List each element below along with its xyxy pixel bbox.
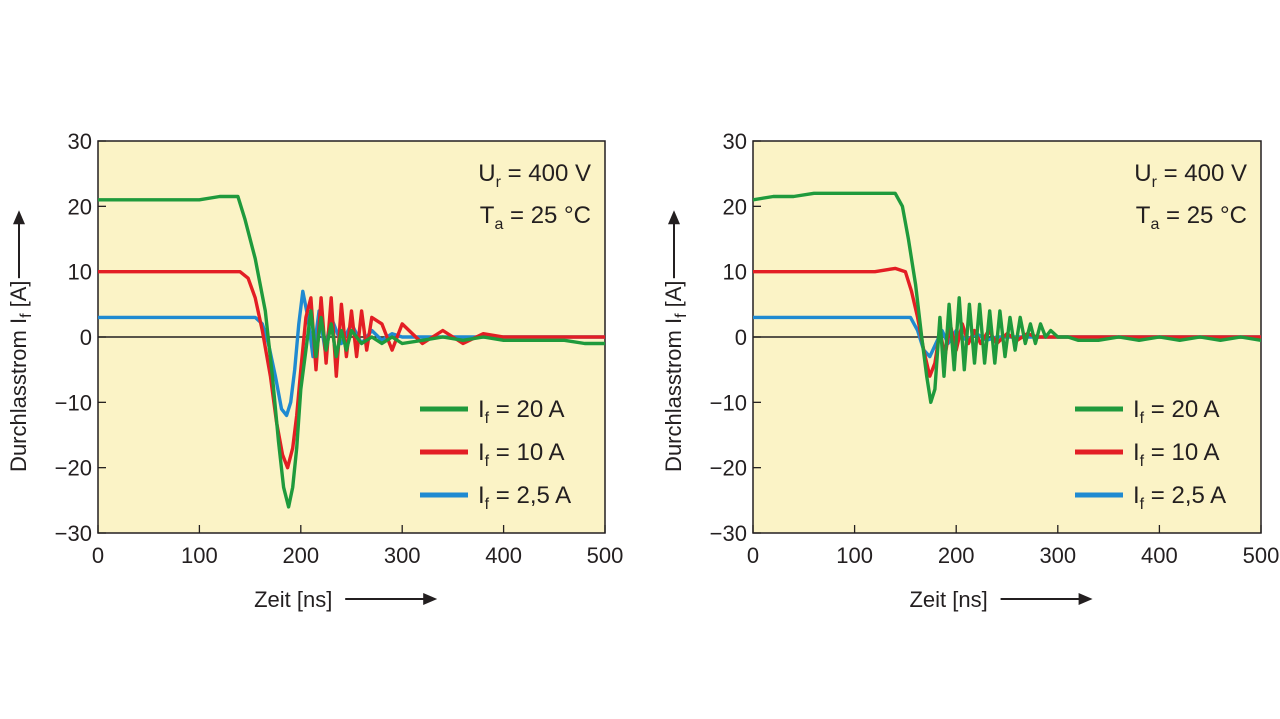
x-tick-label: 0 xyxy=(747,543,759,568)
y-tick-label: −10 xyxy=(710,390,747,415)
x-tick-label: 500 xyxy=(587,543,624,568)
y-axis-title: Durchlasstrom If [A] xyxy=(6,210,35,472)
x-tick-label: 100 xyxy=(836,543,873,568)
y-tick-label: 0 xyxy=(735,325,747,350)
x-tick-label: 400 xyxy=(485,543,522,568)
annotation-0: Ur = 400 V xyxy=(478,160,591,191)
series-line-0 xyxy=(98,194,605,509)
y-axis-arrowhead xyxy=(668,210,680,225)
legend-entry-2: If = 2,5 A xyxy=(1133,482,1226,513)
y-axis-title: Durchlasstrom If [A] xyxy=(661,210,690,472)
annotation-0: Ur = 400 V xyxy=(1134,160,1247,191)
x-tick-label: 500 xyxy=(1243,543,1280,568)
legend-entry-1: If = 10 A xyxy=(1133,439,1220,470)
y-tick-label: 10 xyxy=(723,260,747,285)
legend-entry-0: If = 20 A xyxy=(1133,396,1220,427)
x-tick-label: 200 xyxy=(282,543,319,568)
x-axis-arrowhead xyxy=(1078,593,1093,605)
y-tick-label: −20 xyxy=(710,456,747,481)
x-tick-label: 200 xyxy=(938,543,975,568)
series-line-1 xyxy=(753,266,1261,378)
x-tick-label: 100 xyxy=(181,543,218,568)
y-tick-label: −20 xyxy=(55,456,92,481)
y-tick-label: 10 xyxy=(68,260,92,285)
y-axis-title-text: Durchlasstrom If [A] xyxy=(661,280,690,472)
x-tick-label: 400 xyxy=(1141,543,1178,568)
x-axis-arrowhead xyxy=(423,593,438,605)
legend-entry-2: If = 2,5 A xyxy=(478,482,571,513)
y-tick-label: 20 xyxy=(68,194,92,219)
legend-entry-0: If = 20 A xyxy=(478,396,565,427)
series-group xyxy=(753,191,1261,404)
x-tick-label: 300 xyxy=(384,543,421,568)
y-tick-label: 0 xyxy=(80,325,92,350)
series-line-0 xyxy=(753,191,1261,404)
x-axis-title: Zeit [ns] xyxy=(909,587,987,612)
x-tick-label: 0 xyxy=(92,543,104,568)
x-tick-label: 300 xyxy=(1039,543,1076,568)
x-axis-title: Zeit [ns] xyxy=(254,587,332,612)
y-tick-label: −30 xyxy=(55,521,92,546)
y-tick-label: 20 xyxy=(723,194,747,219)
series-group xyxy=(98,194,605,509)
y-tick-label: −30 xyxy=(710,521,747,546)
annotation-1: Ta = 25 °C xyxy=(1136,202,1247,233)
legend-entry-1: If = 10 A xyxy=(478,439,565,470)
y-tick-label: 30 xyxy=(68,129,92,154)
y-axis-title-text: Durchlasstrom If [A] xyxy=(6,280,35,472)
y-tick-label: 30 xyxy=(723,129,747,154)
annotation-1: Ta = 25 °C xyxy=(480,202,591,233)
y-axis-arrowhead xyxy=(13,210,25,225)
y-tick-label: −10 xyxy=(55,390,92,415)
